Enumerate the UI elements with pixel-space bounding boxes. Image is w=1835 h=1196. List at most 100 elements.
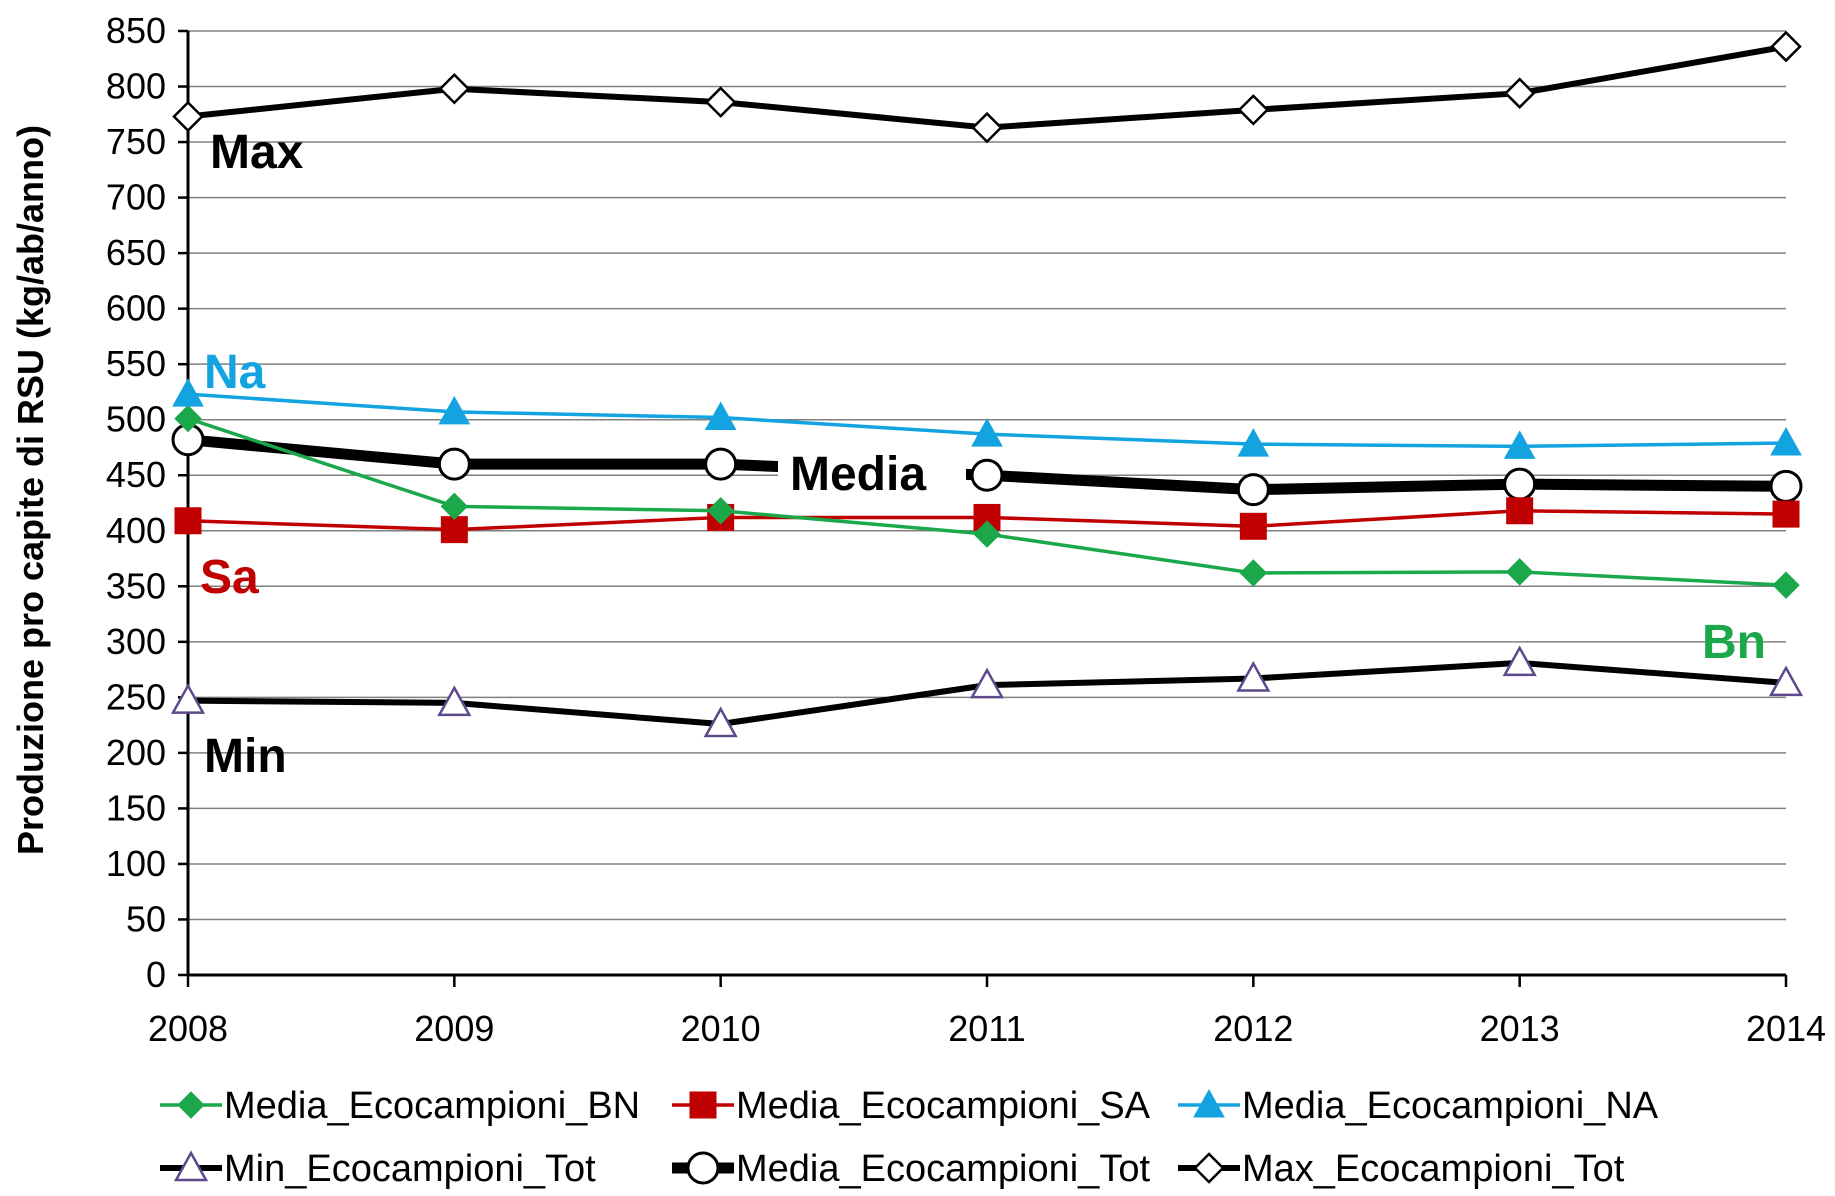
series-media-ecocampioni-tot	[171, 423, 1803, 507]
legend-item: Media_Ecocampioni_SA	[672, 1085, 1151, 1127]
data-point	[440, 516, 468, 544]
data-point	[973, 520, 1001, 548]
data-point	[174, 507, 202, 535]
grid	[188, 30, 1786, 921]
legend-marker	[177, 1091, 205, 1119]
data-point	[172, 378, 204, 407]
data-point	[704, 86, 737, 118]
series-media-ecocampioni-na	[172, 378, 1802, 459]
legend: Media_Ecocampioni_BN Media_Ecocampioni_SA…	[160, 1085, 1659, 1190]
x-tick-label: 2009	[414, 1008, 494, 1049]
data-point	[1239, 559, 1268, 587]
y-tick-label: 50	[126, 898, 166, 939]
data-point	[1502, 645, 1537, 677]
x-tick-label: 2014	[1746, 1008, 1826, 1049]
data-point	[969, 667, 1005, 699]
data-point	[971, 418, 1003, 447]
series-min-ecocampioni-tot	[170, 645, 1804, 738]
y-tick-label: 800	[106, 66, 166, 107]
data-point	[704, 447, 738, 481]
data-point	[971, 111, 1003, 144]
y-tick-label: 500	[106, 399, 166, 440]
y-tick-label: 200	[106, 732, 166, 773]
legend-marker	[1193, 1152, 1225, 1184]
data-point	[1506, 497, 1534, 525]
y-axis-ticks: 0 50 100 150 200 250 300 350 400 450 500 550 600 650 7…	[106, 10, 188, 995]
data-point	[1772, 571, 1800, 599]
legend-label: Media_Ecocampioni_Tot	[736, 1148, 1150, 1190]
y-tick-label: 300	[106, 621, 166, 662]
y-tick-label: 150	[106, 787, 166, 828]
data-point	[1237, 94, 1270, 126]
data-point	[1503, 467, 1537, 501]
data-point	[1770, 426, 1802, 456]
y-tick-label: 350	[106, 565, 166, 606]
annotation-label: Bn	[1702, 616, 1766, 669]
y-tick-label: 250	[106, 676, 166, 717]
annotation-label: Max	[210, 126, 304, 179]
data-point	[438, 72, 471, 105]
x-tick-label: 2012	[1213, 1008, 1293, 1049]
data-point	[1770, 30, 1802, 63]
x-tick-label: 2013	[1480, 1008, 1560, 1049]
series-layer	[170, 30, 1804, 738]
y-tick-label: 600	[106, 288, 166, 329]
legend-item: Max_Ecocampioni_Tot	[1178, 1148, 1625, 1190]
annotation-label: Min	[204, 730, 287, 783]
data-point	[170, 683, 206, 714]
data-point	[706, 497, 735, 525]
annotations: Max Na Media Sa Bn Min	[200, 126, 1766, 783]
data-point	[1237, 428, 1270, 457]
legend-marker	[1193, 1088, 1225, 1118]
series-media-ecocampioni-bn	[174, 404, 1800, 599]
y-axis-title: Produzione pro capite di RSU (kg/ab/anno…	[10, 125, 51, 855]
y-tick-label: 0	[146, 954, 166, 995]
data-point	[1239, 512, 1267, 540]
legend-item: Media_Ecocampioni_Tot	[672, 1148, 1150, 1190]
legend-label: Max_Ecocampioni_Tot	[1242, 1148, 1625, 1190]
legend-marker	[689, 1091, 717, 1119]
data-point	[1236, 660, 1271, 692]
y-tick-label: 850	[106, 10, 166, 51]
data-point	[703, 706, 738, 738]
annotation-background	[778, 444, 966, 504]
y-tick-label: 100	[106, 843, 166, 884]
data-point	[704, 401, 737, 430]
y-tick-label: 650	[106, 232, 166, 273]
y-tick-label: 400	[106, 510, 166, 551]
data-point	[440, 492, 469, 521]
data-point	[437, 685, 472, 717]
y-tick-label: 450	[106, 454, 166, 495]
legend-label: Min_Ecocampioni_Tot	[224, 1148, 596, 1190]
legend-label: Media_Ecocampioni_BN	[224, 1085, 640, 1127]
y-tick-label: 700	[106, 177, 166, 218]
data-point	[970, 458, 1004, 492]
series-max-ecocampioni-tot	[172, 30, 1802, 144]
data-point	[1505, 558, 1534, 586]
annotation-label: Na	[204, 346, 266, 399]
y-tick-label: 550	[106, 343, 166, 384]
data-point	[437, 447, 471, 481]
y-tick-label: 750	[106, 121, 166, 162]
data-point	[1772, 500, 1800, 528]
data-point	[438, 395, 471, 425]
x-axis-ticks: 2008 2009 2010 2011 2012 2013 2014	[148, 975, 1826, 1049]
x-tick-label: 2011	[948, 1008, 1025, 1049]
legend-item: Media_Ecocampioni_NA	[1178, 1085, 1659, 1127]
data-point	[1769, 469, 1803, 503]
legend-label: Media_Ecocampioni_SA	[736, 1085, 1151, 1127]
x-tick-label: 2008	[148, 1008, 228, 1049]
series-media-ecocampioni-sa	[174, 497, 1800, 544]
data-point	[172, 100, 204, 133]
annotation-label: Sa	[200, 551, 259, 604]
axes	[186, 31, 1786, 977]
x-tick-label: 2010	[681, 1008, 761, 1049]
data-point	[1768, 665, 1804, 697]
data-point	[1236, 473, 1270, 507]
data-point	[1503, 77, 1536, 109]
legend-item: Media_Ecocampioni_BN	[160, 1085, 640, 1127]
data-point	[174, 404, 202, 433]
legend-item: Min_Ecocampioni_Tot	[160, 1148, 596, 1190]
